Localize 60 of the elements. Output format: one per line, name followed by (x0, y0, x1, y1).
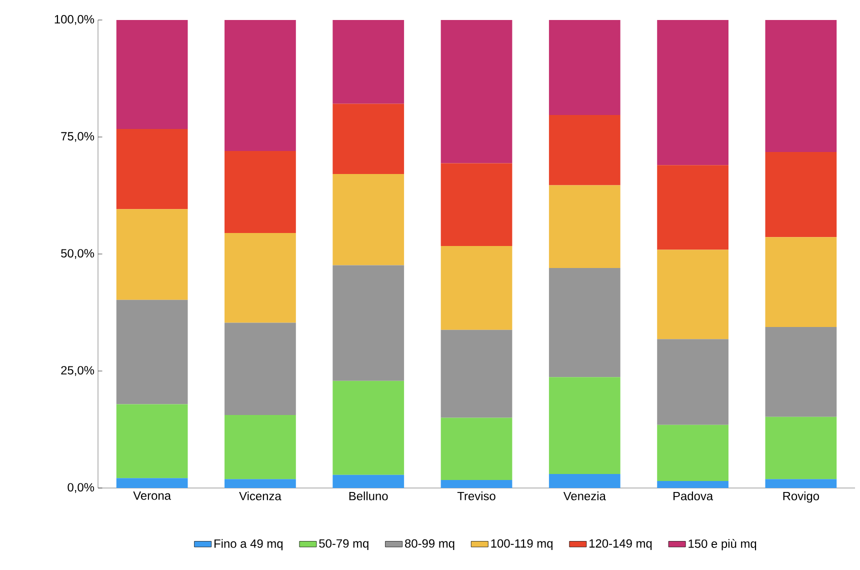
bar (548, 20, 620, 115)
bar (116, 300, 188, 404)
bar (765, 152, 837, 238)
bar (765, 479, 837, 488)
x-tick-label: Treviso (457, 492, 496, 500)
bar (765, 416, 837, 480)
bar (116, 129, 188, 210)
bar (116, 404, 188, 478)
x-tick-label: Padova (674, 492, 714, 500)
bar (224, 322, 296, 415)
bar (332, 104, 404, 174)
bar (657, 339, 728, 425)
bar (548, 474, 620, 488)
bar (765, 237, 837, 328)
bar (224, 479, 296, 488)
bar (332, 474, 404, 488)
bar (765, 20, 837, 152)
bar (440, 480, 512, 488)
bar (332, 380, 404, 475)
x-tick-label: Belluno (349, 492, 388, 500)
y-tick-label: 100,0% (54, 15, 94, 25)
y-tick-label: 50,0% (61, 249, 94, 259)
bar (116, 20, 188, 130)
legend-label: 100-119 mq (491, 539, 552, 550)
bar (224, 414, 296, 480)
bar (657, 165, 728, 250)
y-tick-label: 25,0% (61, 366, 94, 376)
bar (657, 250, 728, 340)
bar (440, 163, 512, 246)
bar (657, 20, 728, 166)
bar (224, 151, 296, 233)
y-tick-label: 0,0% (68, 483, 94, 493)
bar (440, 20, 512, 164)
bar (224, 232, 296, 323)
legend-label: 80-99 mq (405, 539, 454, 550)
bar (332, 174, 404, 266)
legend-label: 150 e più mq (688, 538, 756, 550)
bar (548, 115, 620, 186)
bar (548, 185, 620, 268)
y-tick-label: 75,0% (61, 132, 94, 142)
bar (440, 418, 512, 480)
bar (548, 377, 620, 474)
legend-label: 50-79 mq (319, 539, 368, 550)
legend-label: Fino a 49 mq (214, 539, 283, 550)
bar (440, 246, 512, 330)
bar (332, 265, 404, 381)
bar (116, 478, 188, 488)
bar (116, 209, 188, 300)
x-tick-label: Rovigo (783, 492, 820, 503)
bar (224, 20, 296, 152)
bar (332, 20, 404, 104)
legend-label: 120-149 mq (590, 539, 652, 550)
bar (657, 480, 728, 488)
bar (657, 424, 728, 481)
bar (765, 327, 837, 417)
x-tick-label: Verona (133, 492, 172, 500)
bar (548, 268, 620, 378)
x-tick-label: Vicenza (239, 492, 282, 500)
bar (440, 330, 512, 418)
x-tick-label: Venezia (563, 492, 606, 500)
